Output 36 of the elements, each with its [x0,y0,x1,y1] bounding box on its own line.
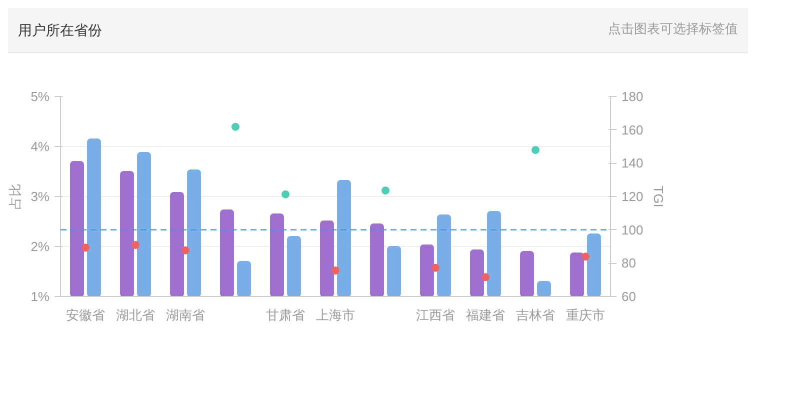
point [282,190,290,198]
x-tick-label: 上海市 [316,308,355,322]
point [382,186,390,194]
y2-tick-label: 160 [622,122,644,138]
y2-tick-label: 80 [622,256,636,271]
x-tick-label: 江西省 [416,308,455,322]
point [232,122,240,131]
y2-tick-label: 120 [622,189,644,204]
point [132,241,140,249]
y-tick-label: 4% [30,139,50,154]
y2-tick-label: 100 [622,222,644,238]
x-tick-label: 甘肃省 [266,308,305,322]
point [332,266,340,274]
point [432,264,440,272]
y2-axis-title: TGI [651,186,666,208]
x-tick-label: 湖南省 [166,308,205,322]
x-tick-label: 湖北省 [116,308,155,322]
y-axis-title: 占比 [8,184,23,210]
chart-title: 用户所在省份 [18,22,102,38]
text: 点击图表可选择标签值 [608,20,738,38]
point [482,273,490,282]
x-tick-label: 重庆市 [566,308,605,322]
point [582,252,590,261]
y2-tick-label: 60 [622,289,636,304]
y-tick-label: 1% [30,289,50,304]
y2-tick-label: 140 [622,156,644,171]
point [182,246,190,254]
point [82,244,90,252]
y-tick-label: 2% [30,239,50,254]
x-tick-label: 福建省 [466,308,505,322]
y-tick-label: 3% [30,189,50,204]
y-tick-label: 5% [30,89,50,104]
x-tick-label: 安徽省 [66,308,105,322]
x-tick-label: 吉林省 [516,308,555,322]
y2-tick-label: 180 [622,89,644,104]
point [532,146,540,154]
